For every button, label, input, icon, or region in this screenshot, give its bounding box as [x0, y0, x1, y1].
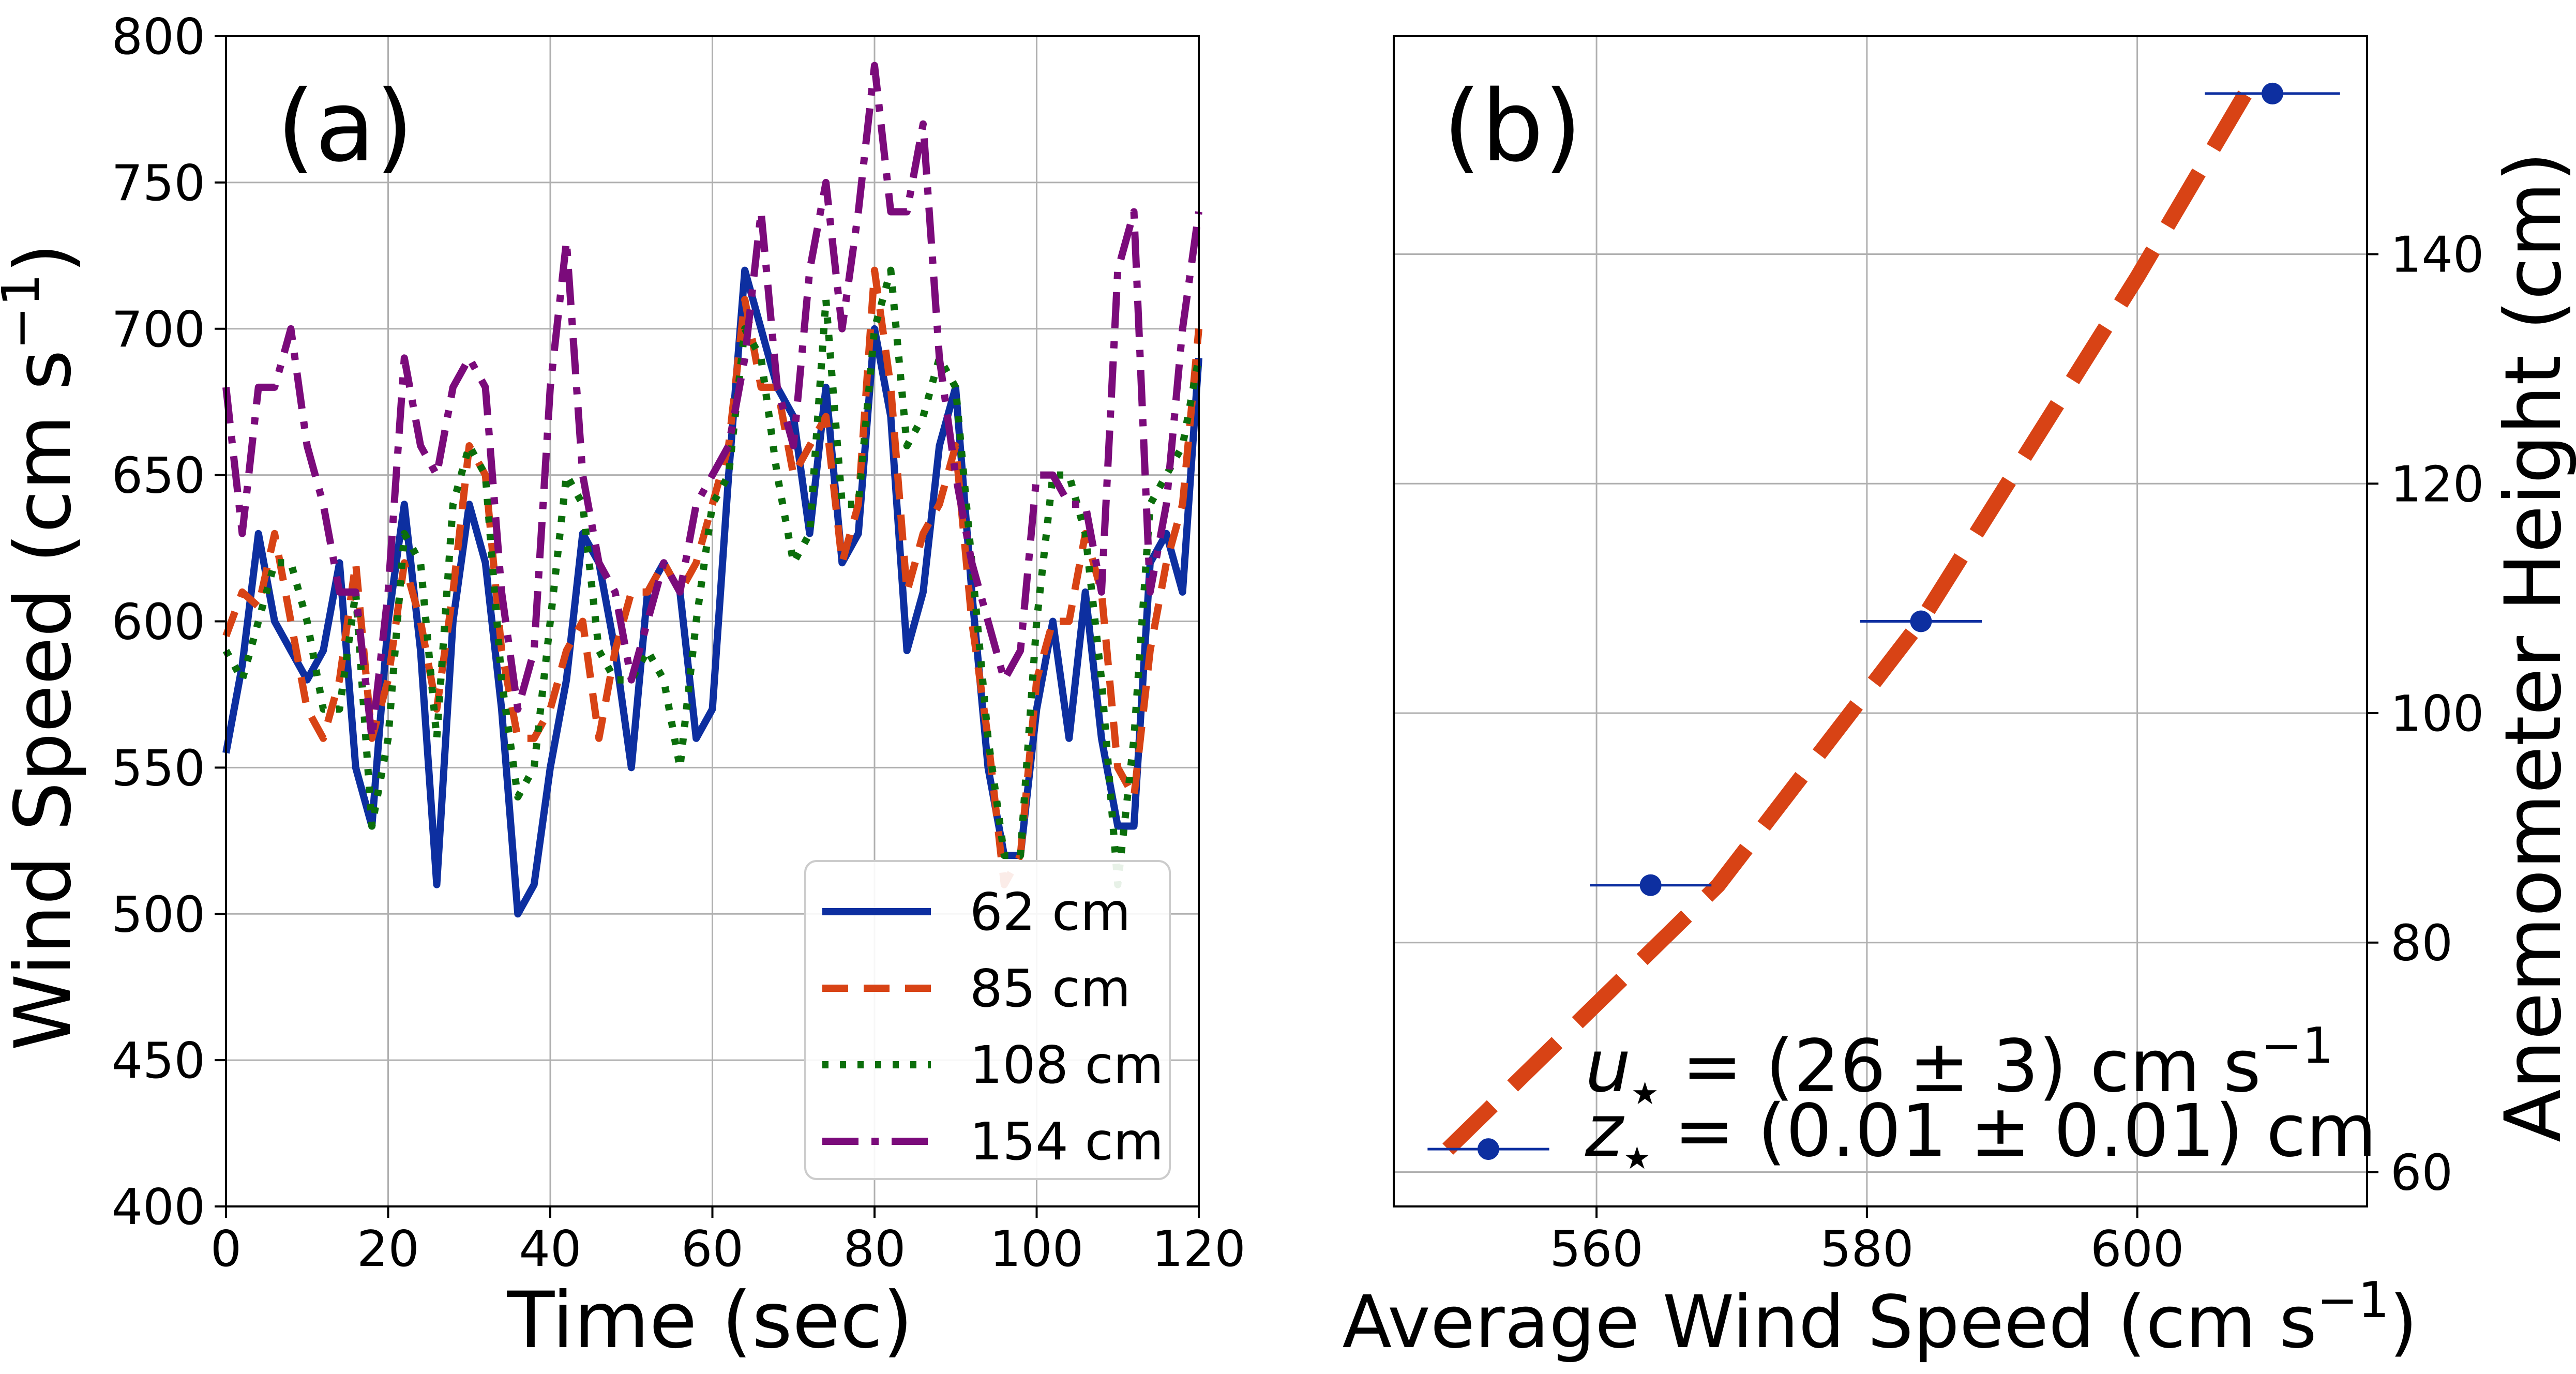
x-tick-label: 120 — [1152, 1221, 1245, 1278]
y-tick-label: 100 — [2390, 686, 2484, 743]
panel-a-y-axis-label-close: ) — [0, 243, 88, 274]
panel-a-y-axis-label-sup: −1 — [0, 274, 51, 350]
x-tick-label: 20 — [357, 1221, 419, 1278]
x-tick-label: 40 — [519, 1221, 582, 1278]
data-point-2 — [1910, 610, 1932, 632]
panel-b-y-axis-label: Anemometer Height (cm) — [2489, 152, 2576, 1142]
annotation-z-text: = (0.01 ± 0.01) cm — [1651, 1089, 2376, 1173]
y-tick-label: 750 — [112, 155, 205, 212]
panel-b-points — [1427, 82, 2340, 1160]
panel-b-x-axis-label-sup: −1 — [2317, 1272, 2389, 1329]
annotation-z-star-mark: ★ — [1623, 1140, 1651, 1176]
panel-b: 560 580 600 60 80 100 120 140 (b) Average Wind… — [1342, 35, 2576, 1365]
x-tick-label: 100 — [990, 1221, 1083, 1278]
panel-b-x-axis-label-close: ) — [2389, 1280, 2418, 1365]
y-tick-label: 400 — [112, 1179, 205, 1236]
panel-b-y-ticks: 60 80 100 120 140 — [2367, 227, 2484, 1201]
y-tick-label: 60 — [2390, 1144, 2453, 1201]
panel-a-x-ticks: 0 20 40 60 80 100 120 — [210, 1206, 1246, 1278]
y-tick-label: 140 — [2390, 227, 2484, 284]
x-tick-label: 600 — [2090, 1221, 2184, 1278]
panel-a-lines — [222, 62, 1202, 918]
data-point-3 — [2262, 82, 2284, 104]
y-tick-label: 600 — [112, 594, 205, 651]
panel-b-label: (b) — [1443, 69, 1582, 184]
panel-a-y-ticks: 400 450 500 550 600 650 700 750 800 — [112, 9, 226, 1236]
data-point-0 — [1477, 1138, 1499, 1160]
x-tick-label: 80 — [843, 1221, 906, 1278]
panel-a-x-axis-label: Time (sec) — [507, 1276, 913, 1366]
legend-label-2: 108 cm — [970, 1035, 1164, 1095]
y-tick-label: 800 — [112, 9, 205, 66]
y-tick-label: 650 — [112, 448, 205, 505]
x-tick-label: 560 — [1549, 1221, 1643, 1278]
panel-a-y-axis-label-main: Wind Speed (cm s — [0, 350, 88, 1051]
y-tick-label: 450 — [112, 1033, 205, 1090]
x-tick-label: 0 — [210, 1221, 242, 1278]
annotation-u-star: u★ = (26 ± 3) cm s−1 — [1585, 1018, 2333, 1112]
y-tick-label: 500 — [112, 886, 205, 943]
y-tick-label: 700 — [112, 301, 205, 358]
panel-b-grid — [1394, 36, 2367, 1206]
panel-a-label: (a) — [277, 69, 414, 184]
data-point-1 — [1639, 874, 1662, 896]
panel-b-x-axis-label-main: Average Wind Speed (cm s — [1342, 1280, 2317, 1365]
annotation-z-star: z★ = (0.01 ± 0.01) cm — [1585, 1089, 2376, 1176]
y-tick-label: 80 — [2390, 915, 2453, 972]
annotation-u-text: = (26 ± 3) cm s — [1659, 1024, 2261, 1109]
panel-a-y-axis-label: Wind Speed (cm s−1) — [0, 243, 88, 1050]
legend-label-0: 62 cm — [970, 882, 1131, 942]
y-tick-label: 550 — [112, 740, 205, 797]
x-tick-label: 60 — [681, 1221, 744, 1278]
panel-b-x-axis-label: Average Wind Speed (cm s−1) — [1342, 1272, 2417, 1365]
series-line-2 — [222, 266, 1202, 888]
panel-b-frame — [1393, 35, 2368, 1207]
series-line-1 — [222, 266, 1202, 888]
series-line-3 — [222, 62, 1202, 742]
x-tick-label: 580 — [1820, 1221, 1914, 1278]
fit-line — [1442, 89, 2252, 1155]
legend-label-3: 154 cm — [970, 1111, 1164, 1172]
panel-a: 0 20 40 60 80 100 120 400 450 500 550 600 650 700 750… — [0, 9, 1246, 1366]
annotation-u-star-mark: ★ — [1631, 1076, 1659, 1112]
legend-label-1: 85 cm — [970, 958, 1131, 1019]
y-tick-label: 120 — [2390, 456, 2484, 513]
annotation-u-sup: −1 — [2261, 1018, 2333, 1075]
legend-box — [804, 860, 1171, 1180]
annotation-z-symbol: z — [1585, 1089, 1625, 1173]
panel-b-x-ticks: 560 580 600 — [1549, 1206, 2184, 1278]
panel-a-legend: 62 cm 85 cm 108 cm 154 cm — [804, 860, 1171, 1180]
annotation-u-symbol: u — [1585, 1024, 1631, 1109]
